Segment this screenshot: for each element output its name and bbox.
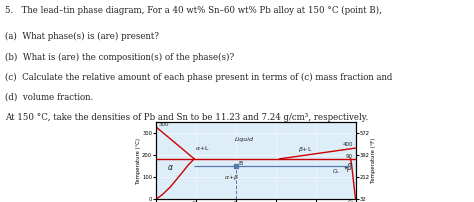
Text: $\alpha$+$\beta$: $\alpha$+$\beta$ (225, 173, 240, 182)
Text: $C_\beta$: $C_\beta$ (347, 199, 354, 202)
Text: $C_B$: $C_B$ (232, 200, 240, 202)
Text: $\beta$+L: $\beta$+L (299, 145, 313, 154)
Text: 300: 300 (158, 122, 169, 127)
Text: $C_b$: $C_b$ (332, 167, 347, 176)
Text: $\alpha$+L: $\alpha$+L (195, 144, 210, 152)
Text: Liquid: Liquid (235, 137, 254, 142)
Text: (a)  What phase(s) is (are) present?: (a) What phase(s) is (are) present? (5, 32, 159, 41)
Text: At 150 °C, take the densities of Pb and Sn to be 11.23 and 7.24 g/cm³, respectiv: At 150 °C, take the densities of Pb and … (5, 113, 368, 122)
Y-axis label: Temperature (°C): Temperature (°C) (136, 138, 141, 184)
Text: 5.   The lead–tin phase diagram, For a 40 wt% Sn–60 wt% Pb alloy at 150 °C (poin: 5. The lead–tin phase diagram, For a 40 … (5, 6, 382, 15)
Text: 400: 400 (343, 142, 354, 147)
Text: (c)  Calculate the relative amount of each phase present in terms of (c) mass fr: (c) Calculate the relative amount of eac… (5, 73, 392, 82)
Text: B: B (238, 161, 242, 166)
Text: 90: 90 (346, 154, 353, 159)
Text: (d)  volume fraction.: (d) volume fraction. (5, 93, 93, 102)
Text: $C_1$: $C_1$ (191, 200, 198, 202)
Text: $\alpha$: $\alpha$ (167, 163, 174, 173)
Y-axis label: Temperature (°F): Temperature (°F) (371, 138, 376, 183)
Text: (b)  What is (are) the composition(s) of the phase(s)?: (b) What is (are) the composition(s) of … (5, 53, 234, 62)
Text: $\beta$: $\beta$ (346, 161, 353, 175)
